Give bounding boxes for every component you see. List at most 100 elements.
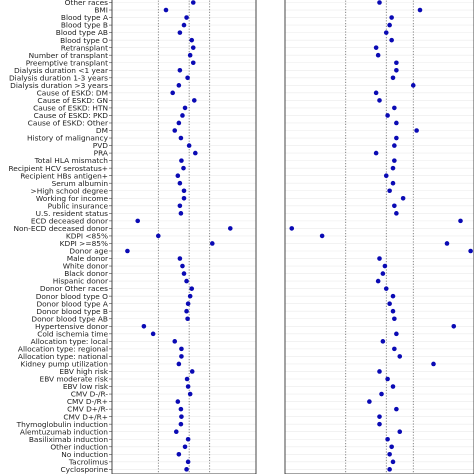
data-point — [177, 30, 183, 35]
data-point — [390, 308, 396, 314]
data-point — [184, 278, 189, 284]
category-label: Tacrolimus — [68, 457, 108, 466]
data-point — [390, 180, 396, 186]
category-label: Serum albumin — [52, 179, 109, 188]
data-point — [173, 429, 179, 435]
data-point — [175, 399, 181, 404]
data-point — [184, 308, 189, 314]
category-label: KDPI <85% — [66, 232, 108, 241]
category-label: Working for income — [36, 194, 109, 203]
category-label: Thymoglobulin induction — [16, 420, 109, 429]
category-label: Retransplant — [61, 43, 108, 52]
data-point — [392, 346, 397, 352]
data-point — [377, 369, 382, 374]
category-label: KDPI >=85% — [60, 239, 108, 248]
data-point — [179, 414, 184, 419]
category-label: Public insurance — [48, 201, 109, 210]
category-label: EBV low risk — [63, 382, 109, 391]
data-point — [367, 399, 372, 404]
data-point — [289, 226, 295, 231]
data-point — [392, 316, 397, 322]
right-panel — [284, 0, 474, 474]
category-label: Number of transplant — [29, 51, 108, 60]
data-point — [187, 52, 193, 58]
data-point — [185, 436, 191, 442]
category-label: Cyclosporine — [60, 465, 108, 474]
data-point — [414, 128, 419, 133]
data-point — [394, 211, 399, 216]
data-point — [190, 45, 196, 50]
data-point — [190, 60, 196, 66]
data-point — [135, 218, 141, 224]
data-point — [176, 83, 182, 88]
data-point — [377, 414, 382, 419]
data-point — [390, 384, 396, 389]
category-label: Recipient HCV serostatus+ — [8, 164, 108, 173]
data-point — [179, 354, 184, 359]
data-point — [431, 361, 436, 367]
data-point — [185, 75, 190, 81]
data-point — [394, 406, 399, 412]
data-point — [394, 135, 399, 141]
data-point — [175, 173, 181, 178]
data-point — [387, 188, 392, 194]
data-point — [193, 150, 198, 156]
category-label: White donor — [63, 262, 109, 271]
data-point — [380, 271, 386, 276]
data-point — [163, 7, 169, 13]
data-point — [375, 278, 381, 284]
category-label: Cause of ESKD: PKD — [34, 111, 109, 120]
data-point — [180, 263, 185, 269]
data-point — [392, 158, 397, 163]
data-point — [178, 421, 184, 427]
category-label: Preemptive transplant — [26, 58, 108, 67]
data-point — [397, 354, 403, 359]
data-point — [190, 0, 196, 5]
data-point — [176, 452, 182, 457]
data-point — [377, 256, 382, 261]
category-label: Cause of ESKD: HTN — [33, 104, 108, 113]
data-point — [181, 22, 187, 28]
category-label: History of malignancy — [27, 134, 109, 143]
data-point — [179, 158, 184, 163]
category-label: PVD — [93, 141, 109, 150]
data-point — [178, 406, 184, 412]
category-label: Cause of ESKD: DM — [37, 88, 108, 97]
panel-frame — [111, 0, 257, 474]
data-point — [377, 421, 382, 427]
data-point — [178, 135, 184, 141]
data-point — [179, 346, 184, 352]
category-label: Alemtuzumab induction — [20, 427, 108, 436]
category-label: Cause of ESKD: Other — [28, 119, 109, 128]
category-label: U.S. resident status — [36, 209, 109, 218]
category-label: Kidney pump utilization — [21, 360, 109, 369]
data-point — [382, 263, 388, 269]
category-label: Recipient HBs antigen+ — [20, 171, 108, 180]
data-point — [392, 143, 397, 148]
data-point — [392, 203, 397, 209]
data-point — [385, 436, 390, 442]
category-label: >High school degree — [31, 186, 109, 195]
data-point — [458, 218, 463, 224]
data-point — [373, 150, 379, 156]
data-point — [125, 248, 130, 254]
data-point — [176, 361, 182, 367]
category-label: Blood type AB — [56, 28, 108, 37]
data-point — [181, 195, 187, 201]
data-point — [377, 0, 382, 5]
data-point — [397, 429, 403, 435]
data-point — [227, 226, 233, 231]
category-label: ECD deceased donor — [31, 216, 109, 225]
category-label: CMV D-/R- — [71, 390, 109, 399]
category-label: Donor blood type B — [36, 307, 108, 316]
data-point — [177, 180, 183, 186]
data-point — [172, 339, 178, 344]
data-point — [451, 323, 457, 329]
category-label: EBV moderate risk — [40, 375, 109, 384]
category-label: Cause of ESKD: GN — [37, 96, 108, 105]
data-point — [185, 301, 191, 307]
category-label: Dialysis duration 1-3 years — [9, 73, 108, 82]
data-point — [176, 120, 182, 126]
data-point — [185, 384, 191, 389]
